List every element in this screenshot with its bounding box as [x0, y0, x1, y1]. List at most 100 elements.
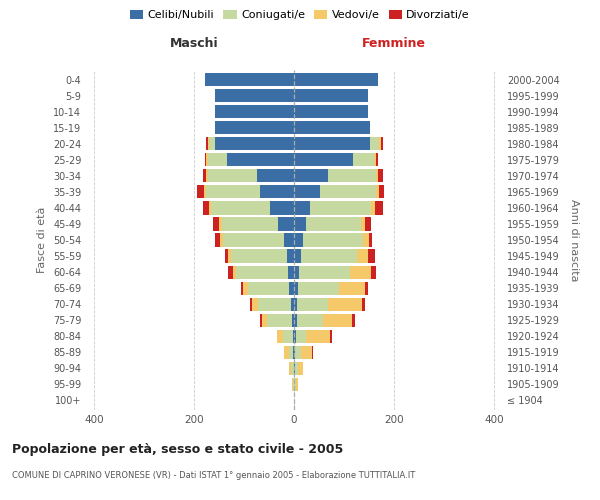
Bar — [378, 170, 383, 182]
Bar — [294, 218, 306, 230]
Bar — [379, 137, 381, 150]
Bar — [260, 186, 294, 198]
Bar — [362, 234, 368, 246]
Bar — [204, 186, 206, 198]
Bar — [296, 298, 328, 310]
Y-axis label: Anni di nascita: Anni di nascita — [569, 198, 579, 281]
Bar — [368, 250, 375, 262]
Bar — [294, 186, 320, 198]
Bar — [209, 202, 211, 214]
Bar — [223, 234, 284, 246]
Bar — [295, 346, 301, 359]
Bar — [277, 330, 283, 343]
Bar — [296, 378, 298, 391]
Bar — [220, 234, 223, 246]
Bar — [206, 170, 208, 182]
Bar — [215, 234, 220, 246]
Bar — [365, 282, 367, 294]
Bar — [205, 153, 206, 166]
Bar — [361, 298, 365, 310]
Bar — [376, 170, 378, 182]
Bar — [294, 250, 301, 262]
Bar — [294, 346, 295, 359]
Bar — [270, 202, 294, 214]
Bar — [374, 202, 383, 214]
Bar — [203, 170, 206, 182]
Bar — [294, 362, 295, 375]
Bar — [301, 346, 311, 359]
Bar — [252, 298, 258, 310]
Bar — [338, 282, 365, 294]
Bar — [353, 153, 374, 166]
Bar — [352, 314, 355, 327]
Bar — [258, 298, 290, 310]
Bar — [294, 282, 298, 294]
Bar — [262, 314, 266, 327]
Legend: Celibi/Nubili, Coniugati/e, Vedovi/e, Divorziati/e: Celibi/Nubili, Coniugati/e, Vedovi/e, Di… — [125, 6, 475, 25]
Bar — [248, 282, 289, 294]
Bar — [283, 330, 293, 343]
Bar — [290, 298, 294, 310]
Bar — [294, 266, 299, 278]
Bar — [357, 250, 368, 262]
Bar — [222, 218, 278, 230]
Bar — [284, 346, 289, 359]
Bar — [293, 346, 294, 359]
Bar — [374, 153, 376, 166]
Bar — [294, 298, 296, 310]
Bar — [305, 330, 329, 343]
Bar — [294, 105, 367, 118]
Bar — [289, 282, 294, 294]
Bar — [289, 362, 291, 375]
Bar — [215, 137, 294, 150]
Bar — [299, 266, 350, 278]
Bar — [302, 234, 362, 246]
Bar — [250, 298, 252, 310]
Bar — [206, 186, 260, 198]
Bar — [365, 218, 371, 230]
Bar — [208, 153, 227, 166]
Bar — [206, 137, 208, 150]
Bar — [379, 186, 383, 198]
Bar — [329, 330, 332, 343]
Bar — [298, 282, 338, 294]
Bar — [294, 202, 310, 214]
Bar — [206, 153, 208, 166]
Y-axis label: Fasce di età: Fasce di età — [37, 207, 47, 273]
Bar — [292, 378, 293, 391]
Bar — [371, 266, 376, 278]
Bar — [243, 282, 248, 294]
Bar — [292, 314, 294, 327]
Bar — [203, 202, 209, 214]
Bar — [289, 346, 293, 359]
Bar — [209, 137, 215, 150]
Bar — [294, 121, 370, 134]
Bar — [328, 298, 361, 310]
Bar — [213, 218, 219, 230]
Bar — [371, 202, 374, 214]
Bar — [350, 266, 371, 278]
Bar — [301, 250, 357, 262]
Bar — [376, 186, 379, 198]
Bar — [368, 234, 371, 246]
Bar — [215, 89, 294, 102]
Bar — [227, 250, 230, 262]
Text: Popolazione per età, sesso e stato civile - 2005: Popolazione per età, sesso e stato civil… — [12, 442, 343, 456]
Bar — [235, 266, 288, 278]
Bar — [197, 186, 204, 198]
Bar — [376, 153, 377, 166]
Bar — [211, 202, 270, 214]
Bar — [294, 73, 377, 86]
Bar — [278, 218, 294, 230]
Bar — [224, 250, 227, 262]
Bar — [205, 73, 294, 86]
Bar — [227, 153, 294, 166]
Bar — [296, 314, 323, 327]
Bar — [310, 202, 371, 214]
Text: COMUNE DI CAPRINO VERONESE (VR) - Dati ISTAT 1° gennaio 2005 - Elaborazione TUTT: COMUNE DI CAPRINO VERONESE (VR) - Dati I… — [12, 470, 415, 480]
Bar — [311, 346, 313, 359]
Bar — [294, 170, 328, 182]
Bar — [241, 282, 243, 294]
Bar — [215, 121, 294, 134]
Bar — [208, 137, 209, 150]
